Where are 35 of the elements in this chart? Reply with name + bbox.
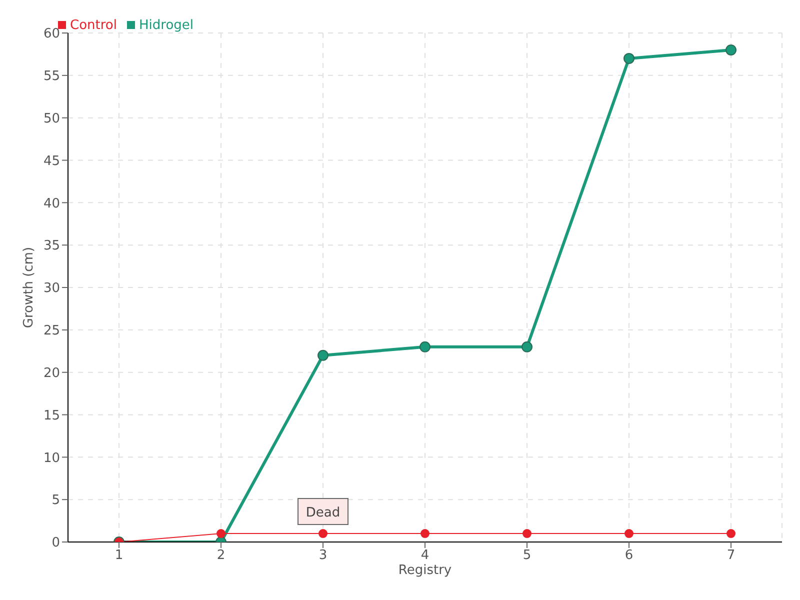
y-axis-title: Growth (cm)	[22, 246, 37, 328]
y-tick-label: 15	[43, 408, 60, 424]
point	[624, 52, 634, 64]
y-tick-label: 20	[43, 366, 60, 381]
y-tick-label: 10	[43, 450, 60, 466]
legend-label: Control	[70, 18, 117, 33]
y-tick-label: 60	[43, 26, 60, 42]
y-tick-label: 30	[43, 281, 60, 296]
y-tick-label: 50	[43, 111, 60, 126]
y-tick-label: 55	[43, 69, 60, 84]
point	[420, 341, 430, 352]
y-tick-label: 25	[43, 324, 60, 339]
x-tick-label: 5	[522, 548, 532, 564]
y-tick-label: 0	[52, 536, 60, 551]
legend-label: Hidrogel	[139, 18, 194, 33]
point	[420, 529, 430, 538]
x-tick-label: 6	[624, 548, 634, 564]
y-tick-label: 45	[43, 154, 60, 169]
point	[726, 529, 736, 538]
x-tick-label: 7	[726, 548, 736, 564]
annotation: Dead	[306, 506, 340, 521]
point	[216, 529, 226, 538]
y-tick-label: 5	[52, 493, 60, 508]
x-tick-label: 3	[318, 548, 328, 564]
x-axis-title: Registry	[398, 563, 452, 578]
point	[318, 350, 328, 361]
x-tick-label: 4	[420, 548, 430, 564]
point	[726, 44, 736, 56]
point	[522, 529, 532, 538]
x-tick-label: 2	[216, 548, 226, 564]
y-tick-label: 40	[43, 196, 60, 212]
point	[624, 529, 634, 538]
point	[522, 341, 532, 352]
x-tick-label: 1	[114, 548, 124, 564]
y-tick-label: 35	[43, 238, 60, 254]
